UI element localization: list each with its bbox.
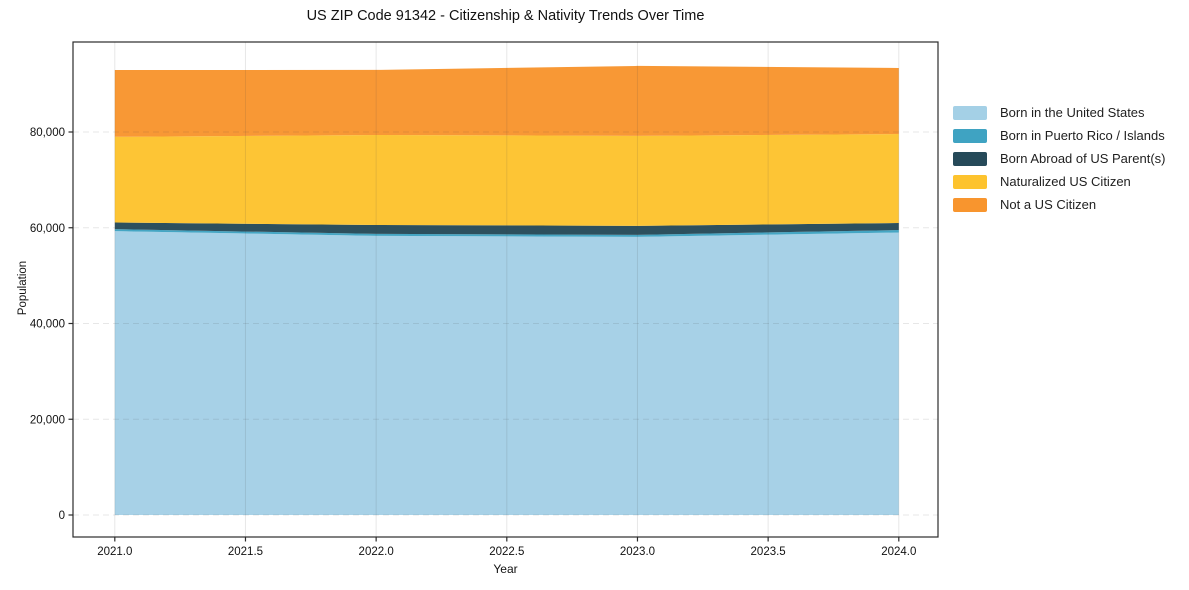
area-not-citizen xyxy=(114,65,899,137)
y-tick-label: 60,000 xyxy=(30,223,65,235)
legend-label: Born in the United States xyxy=(1000,105,1145,120)
y-tick-label: 80,000 xyxy=(30,127,65,139)
legend-label: Naturalized US Citizen xyxy=(1000,174,1131,189)
legend-swatch-born-abroad xyxy=(953,152,987,166)
legend-swatch-born-in-us xyxy=(953,106,987,120)
legend-label: Not a US Citizen xyxy=(1000,197,1097,212)
area-born-abroad xyxy=(114,222,899,235)
chart-title: US ZIP Code 91342 - Citizenship & Nativi… xyxy=(306,8,705,24)
legend-item: Born Abroad of US Parent(s) xyxy=(953,152,1165,166)
x-tick-label: 2022.0 xyxy=(359,546,394,558)
x-tick-label: 2023.0 xyxy=(620,546,655,558)
legend-swatch-born-puerto-rico xyxy=(953,129,987,143)
legend-swatch-not-citizen xyxy=(953,198,987,212)
x-tick-label: 2021.0 xyxy=(97,546,132,558)
legend-label: Born Abroad of US Parent(s) xyxy=(1000,151,1166,166)
legend-item: Naturalized US Citizen xyxy=(953,175,1165,189)
y-tick-label: 20,000 xyxy=(30,414,65,426)
area-naturalized xyxy=(114,134,899,226)
legend-item: Born in Puerto Rico / Islands xyxy=(953,129,1165,143)
x-tick-label: 2024.0 xyxy=(881,546,916,558)
area-born-puerto-rico xyxy=(114,229,899,237)
x-tick-label: 2021.5 xyxy=(228,546,263,558)
x-tick-label: 2023.5 xyxy=(751,546,786,558)
y-tick-label: 40,000 xyxy=(30,319,65,331)
legend: Born in the United States Born in Puerto… xyxy=(953,106,1165,221)
legend-swatch-naturalized xyxy=(953,175,987,189)
x-tick-label: 2022.5 xyxy=(489,546,524,558)
y-axis-label: Population xyxy=(17,260,29,316)
legend-label: Born in Puerto Rico / Islands xyxy=(1000,128,1165,143)
y-tick-label: 0 xyxy=(59,510,65,522)
area-born-in-us xyxy=(114,231,899,516)
legend-item: Not a US Citizen xyxy=(953,198,1165,212)
x-axis-label: Year xyxy=(493,562,518,576)
legend-item: Born in the United States xyxy=(953,106,1165,120)
plot-border xyxy=(72,41,939,538)
